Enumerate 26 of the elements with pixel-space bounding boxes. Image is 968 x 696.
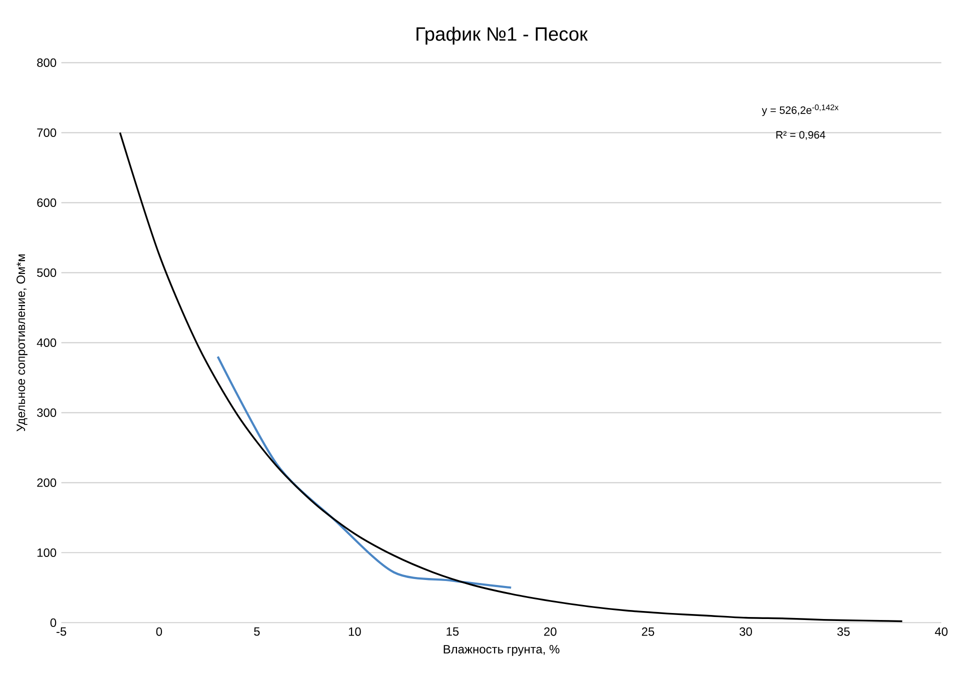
x-tick-label: 40 [934, 627, 948, 636]
y-tick-label: 400 [36, 338, 56, 347]
line-series [119, 132, 904, 622]
y-tick-label: 300 [37, 408, 56, 417]
chart-title: График №1 - Песок [416, 26, 588, 45]
line-series [216, 356, 512, 589]
y-tick-label: 600 [37, 198, 56, 207]
y-axis-title: Удельное сопротивление, Ом*м [16, 254, 28, 432]
y-tick-label: 700 [37, 128, 56, 137]
y-tick-label: 0 [50, 618, 56, 627]
x-tick-label: 15 [446, 627, 459, 636]
x-tick-label: 0 [156, 627, 162, 636]
x-tick-label: 35 [837, 627, 850, 636]
x-tick-label: -5 [56, 627, 66, 636]
annotation: y = 526,2e$^{-0,142x}$ [762, 104, 838, 116]
x-axis-title: Влажность грунта, % [444, 645, 560, 656]
x-tick-label: 5 [254, 627, 260, 636]
y-tick-label: 200 [37, 478, 56, 487]
y-tick-label: 500 [37, 268, 56, 277]
x-tick-label: 20 [544, 627, 556, 636]
x-tick-label: 30 [740, 627, 752, 636]
y-tick-label: 800 [37, 58, 56, 67]
y-tick-label: 100 [38, 548, 56, 557]
x-tick-label: 25 [642, 627, 654, 636]
annotation: R² = 0,964 [776, 131, 826, 140]
x-tick-label: 10 [348, 627, 361, 636]
